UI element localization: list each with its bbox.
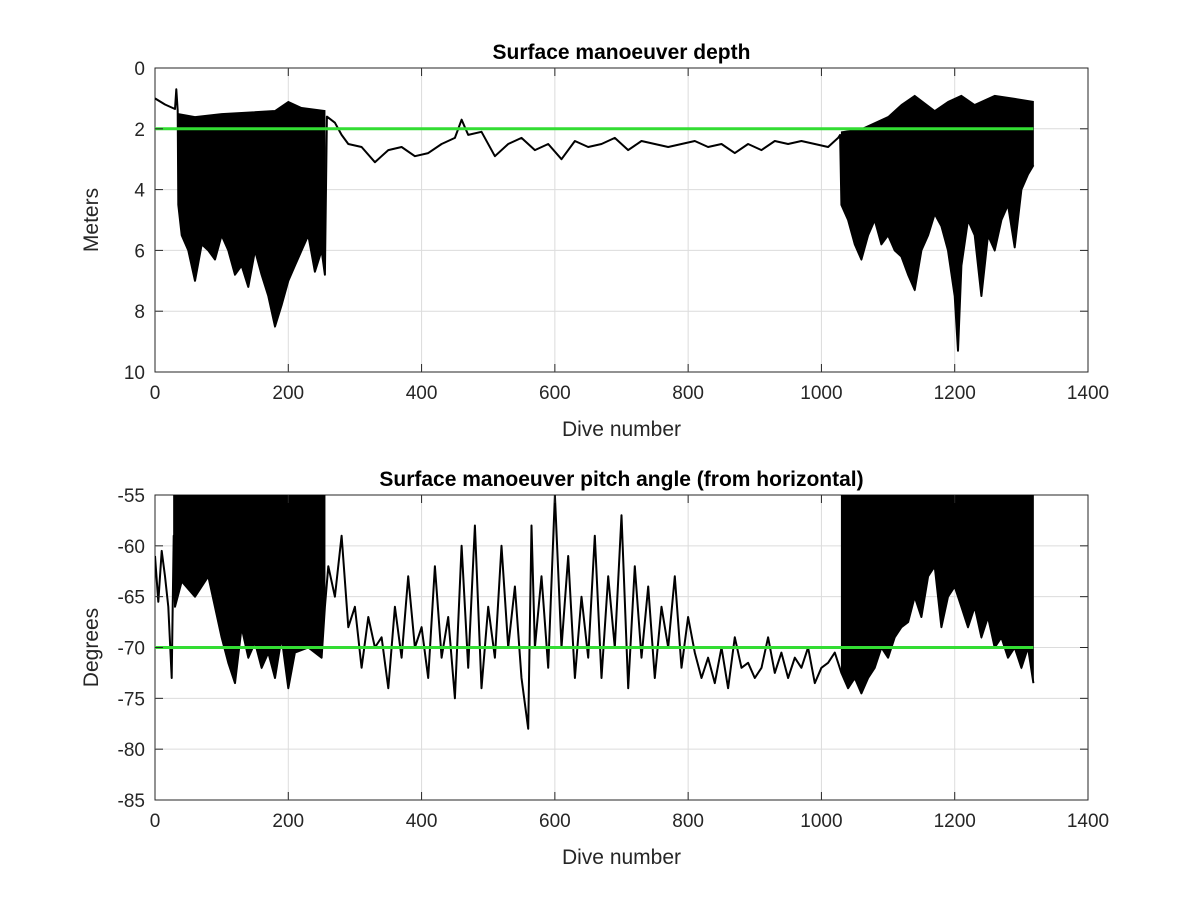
y-tick-label: 6 (134, 241, 145, 262)
x-tick-label: 200 (272, 383, 304, 404)
x-tick-label: 1200 (934, 811, 976, 832)
chart-title: Surface manoeuver depth (493, 41, 751, 64)
tick-layer: 0 200 400 600 800 1000 1200 1400 0 2 4 6 8 10 (124, 59, 1109, 404)
x-tick-label: 1200 (934, 383, 976, 404)
x-tick-label: 1000 (800, 383, 842, 404)
series-line (155, 495, 1035, 730)
x-tick-label: 800 (672, 811, 704, 832)
x-tick-label: 1400 (1067, 811, 1109, 832)
y-tick-label: 4 (134, 181, 145, 202)
series-layer (155, 88, 1035, 352)
y-tick-label: -85 (118, 791, 145, 812)
y-tick-label: -80 (118, 740, 145, 761)
y-tick-label: -60 (118, 537, 145, 558)
x-tick-label: 600 (539, 383, 571, 404)
x-tick-label: 200 (272, 811, 304, 832)
series-layer (155, 495, 1035, 730)
y-tick-label: -70 (118, 639, 145, 660)
x-tick-label: 1000 (800, 811, 842, 832)
chart-title: Surface manoeuver pitch angle (from hori… (379, 468, 863, 491)
x-axis-label: Dive number (562, 418, 681, 441)
y-tick-label: 10 (124, 363, 145, 384)
x-tick-label: 800 (672, 383, 704, 404)
x-tick-label: 0 (150, 383, 161, 404)
series-group (155, 88, 1035, 352)
x-tick-label: 600 (539, 811, 571, 832)
y-tick-label: -55 (118, 486, 145, 507)
y-tick-label: 2 (134, 120, 145, 141)
x-tick-label: 0 (150, 811, 161, 832)
y-tick-label: -65 (118, 588, 145, 609)
y-tick-label: 8 (134, 302, 145, 323)
y-axis-label: Meters (80, 188, 103, 252)
x-tick-label: 400 (406, 383, 438, 404)
x-axis-label: Dive number (562, 846, 681, 869)
depth-chart: 0 200 400 600 800 1000 1200 1400 0 2 4 6 8 10 Surface… (80, 41, 1109, 441)
x-tick-label: 1400 (1067, 383, 1109, 404)
tick-layer: 0 200 400 600 800 1000 1200 1400 -55 -60 -65 -70 -75… (118, 486, 1110, 832)
y-axis-label: Degrees (80, 608, 103, 687)
y-tick-label: 0 (134, 59, 145, 80)
y-tick-label: -75 (118, 689, 145, 710)
series-group (155, 495, 1035, 730)
pitch-chart: 0 200 400 600 800 1000 1200 1400 -55 -60 -65 -70 -75… (80, 468, 1109, 869)
series-line (155, 88, 1035, 352)
x-tick-label: 400 (406, 811, 438, 832)
